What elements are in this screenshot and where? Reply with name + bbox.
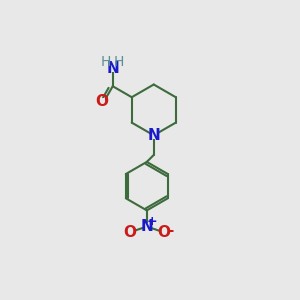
FancyBboxPatch shape [150,132,158,139]
Text: O: O [95,94,108,109]
FancyBboxPatch shape [125,229,134,236]
Text: H: H [114,55,124,69]
Text: N: N [140,219,153,234]
Text: O: O [158,225,171,240]
Text: N: N [106,61,119,76]
FancyBboxPatch shape [143,223,151,230]
Text: +: + [147,215,157,229]
FancyBboxPatch shape [160,229,168,236]
Text: N: N [147,128,160,143]
Text: -: - [167,223,174,238]
FancyBboxPatch shape [98,98,106,106]
Text: H: H [101,55,112,69]
Text: O: O [123,225,136,240]
FancyBboxPatch shape [109,64,117,72]
